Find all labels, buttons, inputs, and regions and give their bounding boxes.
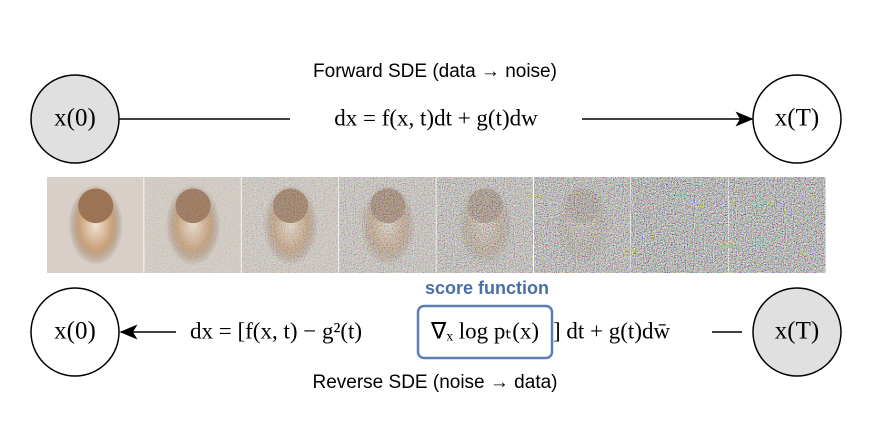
noise-layer bbox=[728, 177, 826, 273]
noise-image bbox=[241, 177, 339, 273]
node-label: x(0) bbox=[54, 318, 96, 345]
reverse-equation-end: ] dt + g(t)dw̄ bbox=[553, 318, 670, 343]
dog-head bbox=[78, 188, 114, 224]
node bbox=[30, 287, 120, 377]
score-term: ∇ₓ log pₜ(x) bbox=[430, 318, 539, 343]
score-label: score function bbox=[425, 278, 549, 298]
noise-layer bbox=[241, 177, 339, 273]
noise-image bbox=[47, 177, 144, 273]
score-box bbox=[416, 304, 554, 360]
node bbox=[30, 74, 120, 164]
noise-image bbox=[534, 177, 631, 273]
node bbox=[752, 74, 842, 164]
noise-layer bbox=[436, 177, 533, 273]
node-label: x(0) bbox=[54, 105, 96, 132]
node-label: x(T) bbox=[775, 318, 819, 345]
noise-image bbox=[144, 177, 241, 273]
node-label: x(T) bbox=[775, 105, 819, 132]
reverse-equation-start: dx = [f(x, t) − g²(t) bbox=[190, 318, 362, 343]
forward-equation: dx = f(x, t)dt + g(t)dw bbox=[334, 105, 538, 130]
noise-layer bbox=[339, 177, 436, 273]
noise-image bbox=[436, 177, 533, 273]
forward-title: Forward SDE (data → noise) bbox=[313, 61, 557, 82]
noise-image bbox=[631, 177, 728, 273]
noise-layer bbox=[534, 177, 631, 273]
noise-image bbox=[728, 177, 826, 273]
noise-layer bbox=[631, 177, 728, 273]
noise-layer bbox=[144, 177, 241, 273]
reverse-title: Reverse SDE (noise → data) bbox=[313, 372, 558, 393]
noise-image bbox=[339, 177, 436, 273]
node bbox=[752, 287, 842, 377]
noise-image-strip bbox=[47, 177, 826, 273]
